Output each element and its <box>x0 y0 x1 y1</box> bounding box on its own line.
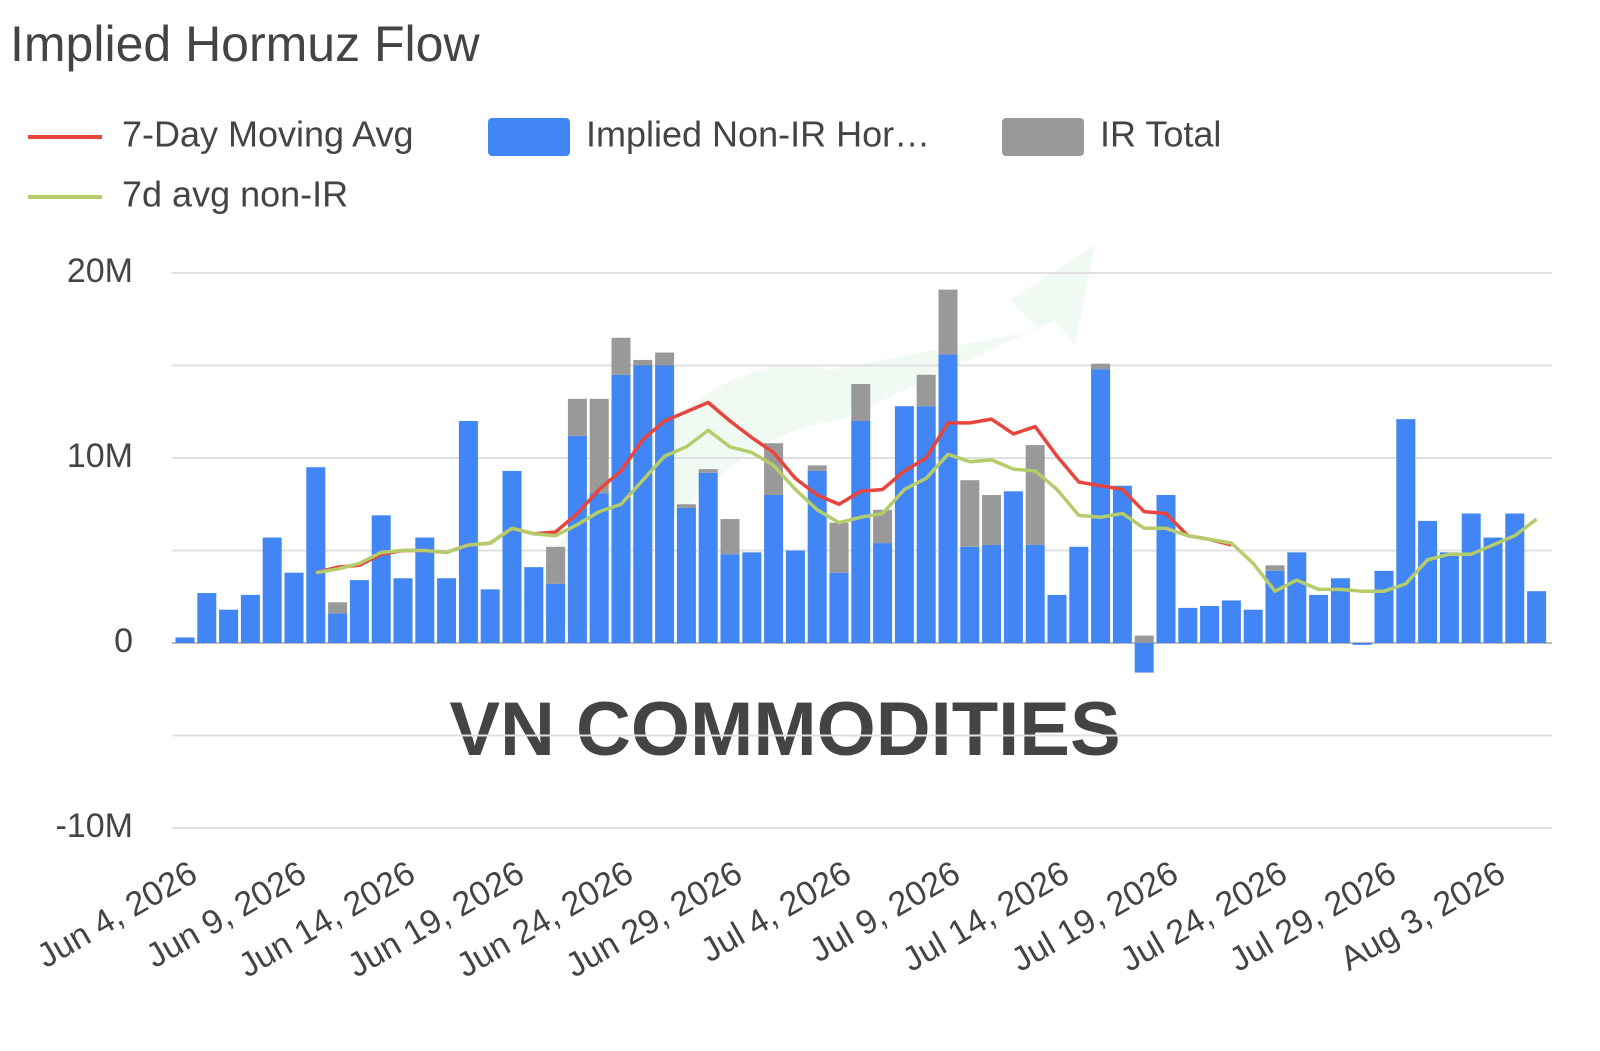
bar <box>960 546 980 643</box>
bar <box>589 398 609 494</box>
bar <box>175 637 195 643</box>
bar <box>1418 520 1438 643</box>
bar <box>982 495 1002 545</box>
legend-label: 7d avg non-IR <box>122 174 348 215</box>
line-series <box>315 428 1538 593</box>
legend-swatch <box>1002 118 1084 156</box>
bar <box>1156 495 1176 643</box>
bar <box>851 421 871 643</box>
bar <box>1025 445 1045 545</box>
bar <box>1134 643 1154 673</box>
bar <box>655 352 675 366</box>
bar <box>676 507 696 643</box>
bar <box>676 504 696 508</box>
y-tick-label: 0 <box>114 622 133 660</box>
bar <box>1069 546 1089 643</box>
bar <box>546 583 566 643</box>
bar <box>633 359 653 366</box>
bar <box>851 384 871 421</box>
bar <box>1221 600 1241 643</box>
watermark: VN COMMODITIES <box>449 687 1120 772</box>
bar <box>938 289 958 355</box>
bar <box>1265 565 1285 571</box>
bar <box>916 406 936 643</box>
bar <box>1091 369 1111 643</box>
legend-label: Implied Non-IR Hor… <box>586 114 930 155</box>
bar <box>938 354 958 643</box>
bar <box>1352 643 1372 645</box>
legend-swatch <box>488 118 570 156</box>
bar <box>371 515 391 643</box>
bar <box>1461 513 1481 643</box>
legend-label: IR Total <box>1100 114 1221 155</box>
bar <box>589 493 609 643</box>
bar <box>1309 594 1329 643</box>
bar <box>502 470 522 643</box>
bar <box>611 374 631 643</box>
bar <box>720 519 740 555</box>
bar <box>764 495 784 643</box>
bar <box>633 365 653 643</box>
bar <box>262 537 282 643</box>
bar <box>807 465 827 471</box>
plot-area <box>172 272 1552 829</box>
bar <box>1134 635 1154 643</box>
bar <box>1483 537 1503 643</box>
bar <box>393 578 413 643</box>
bar <box>960 480 980 547</box>
bar <box>785 550 805 643</box>
bar <box>742 552 762 643</box>
bar <box>1003 491 1023 643</box>
bar <box>829 572 849 643</box>
bar <box>720 554 740 643</box>
bar <box>655 365 675 643</box>
bar <box>349 580 369 643</box>
bar <box>698 469 718 473</box>
y-tick-label: -10M <box>56 807 133 845</box>
bar <box>284 572 304 643</box>
bar <box>328 602 348 614</box>
bar <box>415 537 435 643</box>
bar <box>829 522 849 573</box>
bar <box>240 594 260 643</box>
bar <box>567 435 587 643</box>
bar <box>873 509 893 544</box>
bar <box>1287 552 1307 643</box>
bar <box>1527 591 1547 643</box>
bar <box>1505 513 1525 643</box>
bar <box>982 544 1002 643</box>
bar <box>873 543 893 643</box>
bar <box>458 421 478 643</box>
bar <box>1330 578 1350 643</box>
bar <box>698 472 718 643</box>
bar <box>1025 544 1045 643</box>
bar <box>1047 594 1067 643</box>
bar <box>1439 552 1459 643</box>
bar <box>567 398 587 436</box>
bar <box>524 567 544 643</box>
bar <box>611 337 631 375</box>
bar <box>1374 570 1394 643</box>
bar <box>894 406 914 643</box>
bar <box>1396 419 1416 643</box>
bar <box>546 546 566 584</box>
bar <box>1243 609 1263 643</box>
y-tick-label: 20M <box>67 252 133 290</box>
bar <box>1112 485 1132 643</box>
chart-title: Implied Hormuz Flow <box>10 16 480 72</box>
bar <box>480 589 500 643</box>
bar <box>328 613 348 643</box>
bar <box>1091 363 1111 370</box>
bar <box>1200 606 1220 643</box>
bar <box>916 374 936 407</box>
bar <box>1178 607 1198 643</box>
bar <box>437 578 457 643</box>
legend-label: 7-Day Moving Avg <box>122 114 413 155</box>
bar <box>306 467 326 643</box>
y-tick-label: 10M <box>67 437 133 475</box>
bar <box>219 609 239 643</box>
bar <box>197 593 217 643</box>
